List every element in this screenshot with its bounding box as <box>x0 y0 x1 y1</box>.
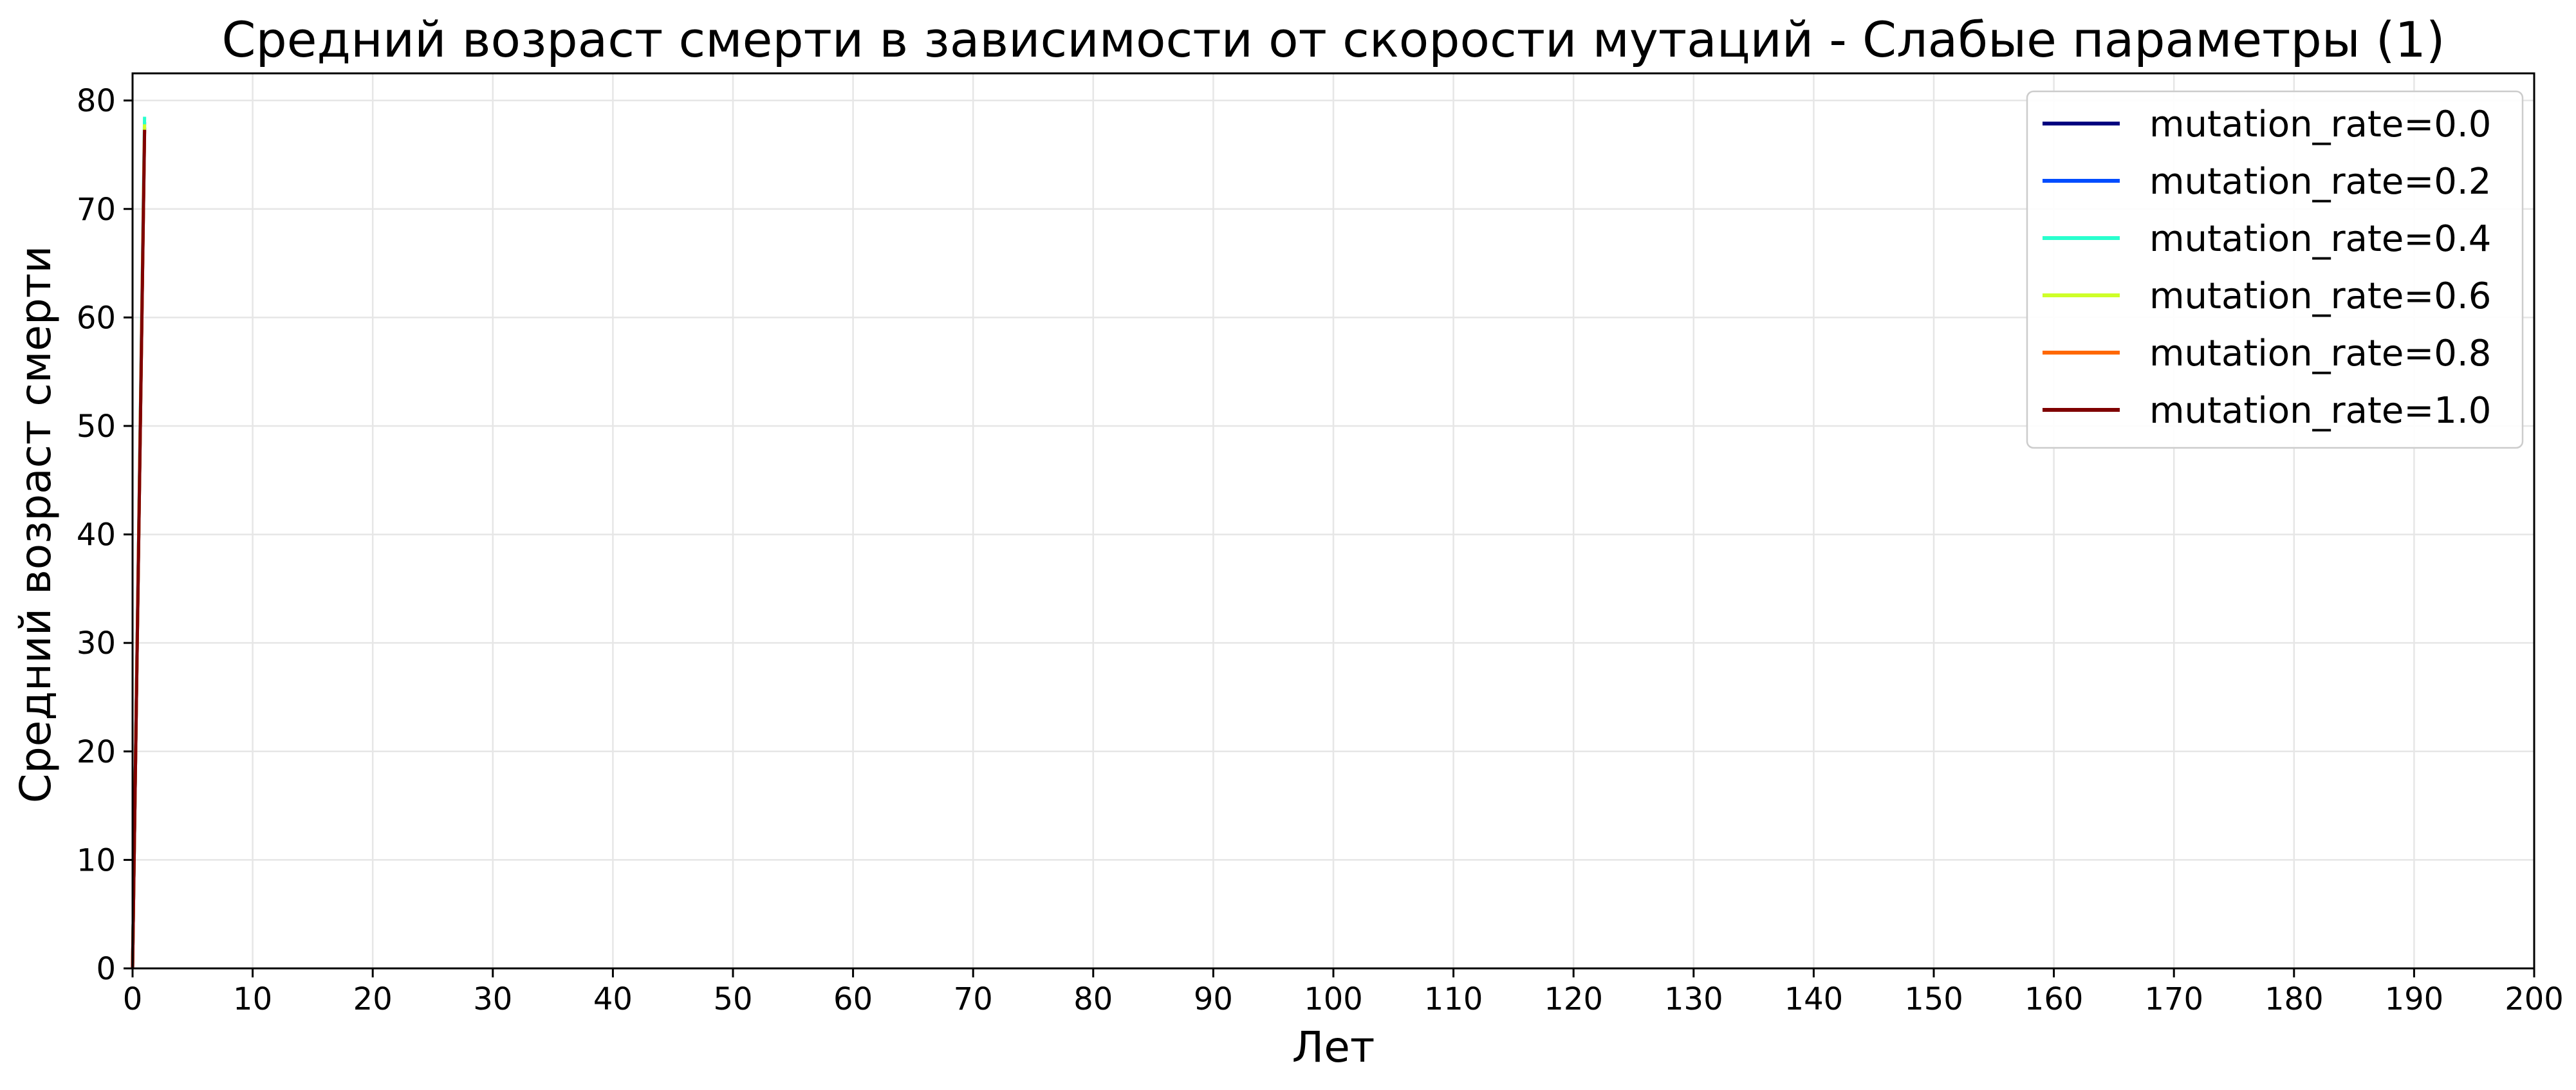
x-tick-label: 190 <box>2385 981 2444 1017</box>
x-tick-label: 180 <box>2265 981 2324 1017</box>
x-tick-label: 30 <box>473 981 512 1017</box>
legend-frame <box>2026 90 2524 449</box>
legend-entry-label: mutation_rate=1.0 <box>2149 390 2491 432</box>
y-tick-label: 40 <box>77 517 116 553</box>
y-tick-label: 60 <box>77 300 116 336</box>
x-tick-label: 140 <box>1784 981 1844 1017</box>
x-tick-label: 120 <box>1544 981 1603 1017</box>
y-tick-label: 10 <box>77 842 116 878</box>
y-tick-label: 70 <box>77 192 116 228</box>
legend-entry-label: mutation_rate=0.2 <box>2149 161 2491 203</box>
x-tick-label: 80 <box>1073 981 1113 1017</box>
x-tick-label: 100 <box>1304 981 1363 1017</box>
x-tick-label: 50 <box>713 981 752 1017</box>
legend-entry-label: mutation_rate=0.6 <box>2149 275 2491 317</box>
series-line <box>131 129 147 969</box>
y-tick-label: 0 <box>96 951 116 987</box>
x-tick-label: 60 <box>833 981 873 1017</box>
y-tick-label: 50 <box>77 409 116 445</box>
x-tick-label: 200 <box>2505 981 2564 1017</box>
legend-entry-label: mutation_rate=0.8 <box>2149 333 2491 374</box>
x-tick-label: 130 <box>1664 981 1723 1017</box>
y-tick-label: 80 <box>77 83 116 119</box>
y-axis-label: Средний возраст смерти <box>11 246 60 803</box>
x-tick-label: 70 <box>954 981 993 1017</box>
x-tick-label: 10 <box>233 981 272 1017</box>
x-tick-label: 90 <box>1194 981 1233 1017</box>
legend: mutation_rate=0.0 mutation_rate=0.2mutati… <box>2026 90 2524 449</box>
x-tick-label: 170 <box>2144 981 2203 1017</box>
axes: 0 10 20 30 40 50 60 70 80 90 100 110 120 130 140 150 160… <box>77 72 2564 1017</box>
legend-entry-label: mutation_rate=0.0 <box>2149 104 2491 145</box>
x-tick-label: 160 <box>2025 981 2084 1017</box>
x-tick-label: 20 <box>353 981 393 1017</box>
y-tick-label: 20 <box>77 734 116 770</box>
y-tick-label: 30 <box>77 625 116 661</box>
x-axis-label: Лет <box>1292 1022 1375 1072</box>
x-tick-label: 150 <box>1904 981 1963 1017</box>
x-tick-label: 110 <box>1424 981 1483 1017</box>
x-tick-label: 40 <box>593 981 633 1017</box>
x-tick-label: 0 <box>123 981 143 1017</box>
legend-entry-label: mutation_rate=0.4 <box>2149 218 2491 260</box>
chart-title: Средний возраст смерти в зависимости от … <box>221 11 2445 68</box>
plot-area <box>131 116 147 969</box>
